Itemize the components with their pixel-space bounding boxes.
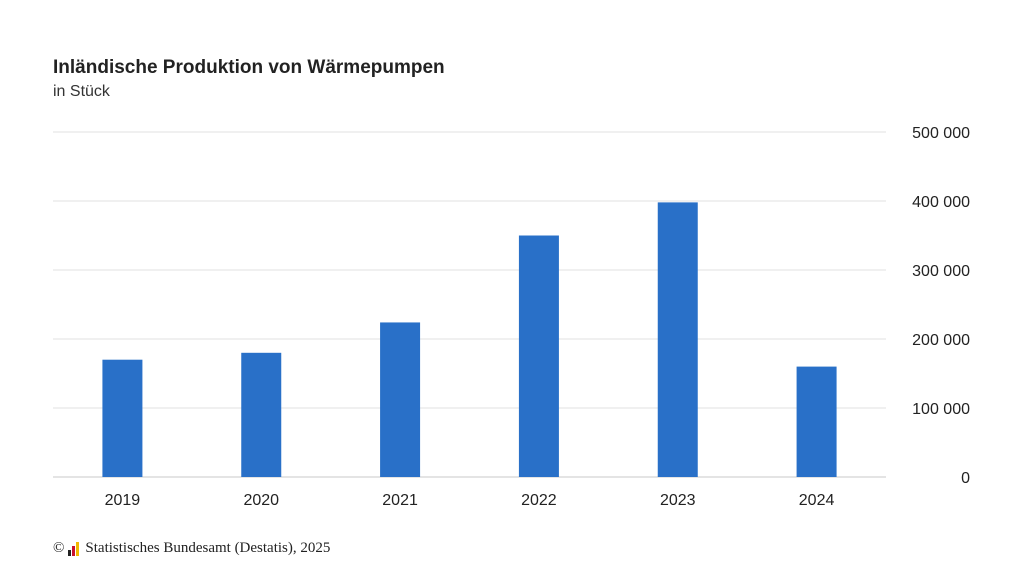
x-tick-label: 2021: [382, 492, 418, 509]
y-tick-label: 100 000: [912, 401, 970, 418]
x-tick-label: 2019: [105, 492, 141, 509]
destatis-logo-icon: [68, 541, 80, 556]
y-tick-label: 300 000: [912, 263, 970, 280]
bar: [657, 202, 698, 477]
source-text: Statistisches Bundesamt (Destatis), 2025: [85, 540, 331, 556]
bar-chart: 0 100 000 200 000 300 000 400 000 500 000 2019…: [53, 125, 970, 509]
bar: [796, 366, 837, 477]
x-tick-label: 2023: [660, 492, 696, 509]
x-tick-label: 2020: [243, 492, 279, 509]
bar: [380, 322, 421, 477]
source-footer: © Statistisches Bundesamt (Destatis), 20…: [53, 540, 330, 557]
y-tick-label: 500 000: [912, 125, 970, 142]
bar: [518, 235, 559, 477]
chart-subtitle: in Stück: [53, 83, 110, 100]
bar: [241, 352, 282, 477]
bar: [102, 359, 143, 477]
y-tick-label: 0: [961, 470, 970, 487]
x-tick-label: 2022: [521, 492, 557, 509]
y-tick-label: 200 000: [912, 332, 970, 349]
y-tick-label: 400 000: [912, 194, 970, 211]
copyright-icon: ©: [53, 540, 65, 556]
chart-title: Inländische Produktion von Wärmepumpen: [53, 57, 445, 78]
x-tick-label: 2024: [799, 492, 835, 509]
